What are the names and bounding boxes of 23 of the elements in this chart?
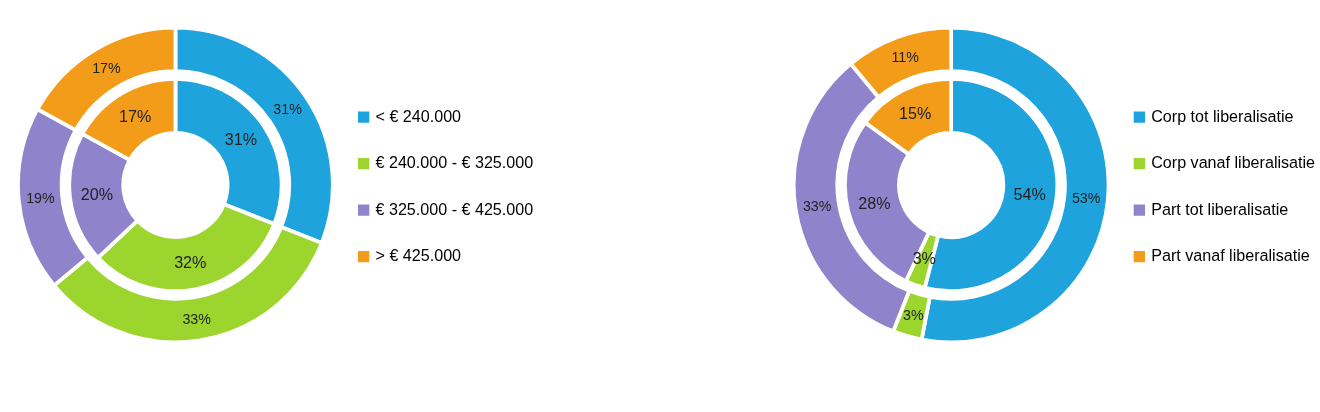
data-label: 20% (80, 184, 113, 203)
legend-label: > € 425.000 (375, 246, 462, 265)
legend-label: Part tot liberalisatie (1151, 199, 1289, 218)
data-label: 17% (119, 106, 152, 125)
data-label: 31% (273, 100, 303, 117)
data-label: 53% (1071, 189, 1101, 206)
legend-label: Part vanaf liberalisatie (1151, 246, 1310, 265)
data-label: 19% (26, 189, 56, 206)
data-label: 11% (891, 49, 920, 66)
legend-label: < € 240.000 (375, 106, 462, 125)
data-label: 54% (1013, 184, 1046, 203)
data-label: 3% (903, 306, 924, 323)
legend-label: € 240.000 - € 325.000 (375, 153, 534, 172)
data-label: 15% (899, 104, 932, 123)
legend-label: Corp tot liberalisatie (1151, 106, 1294, 125)
data-label: 33% (182, 310, 212, 327)
data-label: 32% (174, 252, 207, 271)
data-label: 17% (92, 60, 121, 77)
legend-label: € 325.000 - € 425.000 (375, 199, 534, 218)
data-label: 33% (802, 197, 832, 214)
data-label: 28% (858, 194, 891, 213)
legend-label: Corp vanaf liberalisatie (1151, 153, 1316, 172)
data-label: 31% (224, 130, 258, 149)
